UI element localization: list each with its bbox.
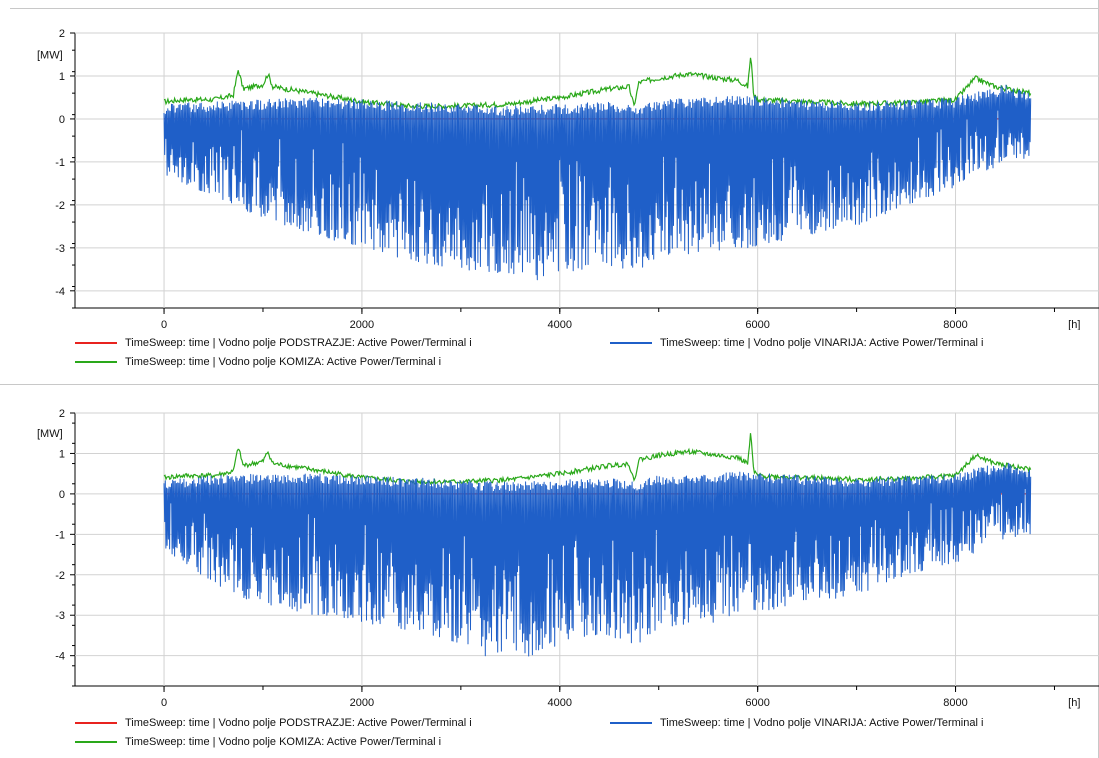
- x-tick-label: 0: [161, 319, 167, 330]
- legend-item-podstrazje: TimeSweep: time | Vodno polje PODSTRAZJE…: [75, 337, 472, 349]
- legend-item-vinarija: TimeSweep: time | Vodno polje VINARIJA: …: [610, 717, 983, 729]
- x-tick-label: 2000: [350, 319, 374, 330]
- legend-label-podstrazje: TimeSweep: time | Vodno polje PODSTRAZJE…: [125, 337, 472, 349]
- top-border: [10, 8, 1099, 9]
- series-line-komiza: [163, 57, 1032, 111]
- legend-swatch-red: [75, 722, 117, 724]
- x-tick-label: 8000: [943, 319, 967, 330]
- x-tick-label: 0: [161, 697, 167, 709]
- x-tick-label: 4000: [548, 319, 572, 330]
- plot-lines: [163, 57, 1032, 281]
- x-unit-label: [h]: [1068, 319, 1080, 330]
- legend-label-komiza: TimeSweep: time | Vodno polje KOMIZA: Ac…: [125, 736, 442, 748]
- x-tick-label: 6000: [745, 697, 769, 709]
- y-tick-label: -1: [55, 529, 65, 541]
- legend-swatch-green: [75, 361, 117, 363]
- legend-label-vinarija: TimeSweep: time | Vodno polje VINARIJA: …: [660, 717, 984, 729]
- legend-label-komiza: TimeSweep: time | Vodno polje KOMIZA: Ac…: [125, 356, 442, 368]
- y-tick-label: 0: [59, 114, 65, 126]
- y-tick-label: -1: [55, 157, 65, 169]
- chart-panel-1: 0 2000 4000 6000 8000 2 1 0 -1 -2 -3 -4 [MW] [h] Time…: [0, 0, 1099, 368]
- legend-item-komiza: TimeSweep: time | Vodno polje KOMIZA: Ac…: [75, 736, 441, 748]
- plot-lines: [163, 433, 1032, 657]
- legend-swatch-blue: [610, 342, 652, 344]
- y-tick-label: 0: [59, 489, 65, 501]
- y-tick-label: -4: [55, 651, 65, 663]
- y-tick-label: -2: [55, 570, 65, 582]
- y-tick-label: -3: [55, 243, 65, 255]
- x-tick-label: 6000: [745, 319, 769, 330]
- panel-divider: [0, 384, 1099, 385]
- series-line-vinarija: [163, 462, 1032, 657]
- y-tick-label: -2: [55, 200, 65, 212]
- legend-item-komiza: TimeSweep: time | Vodno polje KOMIZA: Ac…: [75, 356, 441, 368]
- x-tick-label: 8000: [943, 697, 967, 709]
- plot-area-2[interactable]: 0 2000 4000 6000 8000 2 1 0 -1 -2 -3 -4 [MW] [h]: [0, 385, 1099, 713]
- y-tick-label: -4: [55, 286, 65, 298]
- legend-item-vinarija: TimeSweep: time | Vodno polje VINARIJA: …: [610, 337, 983, 349]
- y-tick-label: 2: [59, 28, 65, 40]
- y-tick-label: 1: [59, 71, 65, 83]
- chart-panel-2: 0 2000 4000 6000 8000 2 1 0 -1 -2 -3 -4 [MW] [h] Time…: [0, 385, 1099, 758]
- legend-swatch-blue: [610, 722, 652, 724]
- plot-area-1[interactable]: 0 2000 4000 6000 8000 2 1 0 -1 -2 -3 -4 [MW] [h]: [0, 0, 1099, 330]
- y-tick-label: 2: [59, 408, 65, 420]
- y-tick-label: -3: [55, 610, 65, 622]
- y-tick-label: 1: [59, 448, 65, 460]
- legend-label-podstrazje: TimeSweep: time | Vodno polje PODSTRAZJE…: [125, 717, 472, 729]
- x-tick-label: 4000: [548, 697, 572, 709]
- x-unit-label: [h]: [1068, 697, 1080, 709]
- series-line-komiza: [163, 433, 1032, 486]
- y-unit-label: [MW]: [37, 49, 63, 61]
- series-line-vinarija: [163, 84, 1032, 281]
- legend-swatch-green: [75, 741, 117, 743]
- y-unit-label: [MW]: [37, 428, 63, 440]
- legend-swatch-red: [75, 342, 117, 344]
- legend-label-vinarija: TimeSweep: time | Vodno polje VINARIJA: …: [660, 337, 984, 349]
- legend-item-podstrazje: TimeSweep: time | Vodno polje PODSTRAZJE…: [75, 717, 472, 729]
- x-tick-label: 2000: [350, 697, 374, 709]
